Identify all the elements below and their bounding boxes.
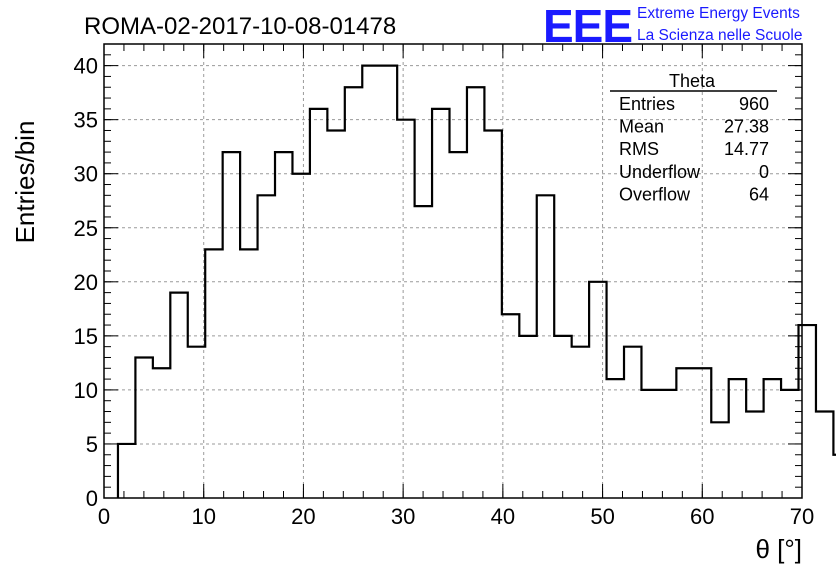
y-tick-label: 35	[74, 108, 98, 133]
stats-title: Theta	[669, 71, 716, 91]
y-tick-label: 40	[74, 54, 98, 79]
x-tick-label: 60	[690, 504, 714, 529]
x-tick-labels: 0 10 20 30 40 50 60 70	[98, 504, 814, 529]
y-tick-label: 15	[74, 324, 98, 349]
x-tick-label: 10	[191, 504, 215, 529]
y-tick-labels: 0 5 10 15 20 25 30 35 40	[74, 54, 98, 511]
y-tick-label: 5	[86, 432, 98, 457]
stats-label: RMS	[619, 139, 659, 159]
stats-value: 0	[759, 162, 769, 182]
grid-lines	[104, 44, 802, 498]
org-name: Extreme Energy Events	[637, 5, 800, 22]
stats-value: 14.77	[724, 139, 769, 159]
stats-label: Mean	[619, 117, 664, 137]
stats-rows: Entries 960 Mean 27.38 RMS 14.77 Underflow 0 Ove…	[619, 94, 769, 204]
plot-area: 0 10 20 30 40 50 60 70 0 5 10 15 20 25 30 35 40	[74, 43, 836, 529]
y-tick-label: 0	[86, 486, 98, 511]
y-tick-label: 30	[74, 162, 98, 187]
stats-value: 64	[749, 184, 769, 204]
stats-value: 960	[739, 94, 769, 114]
x-tick-label: 0	[98, 504, 110, 529]
x-tick-label: 30	[391, 504, 415, 529]
x-tick-label: 50	[590, 504, 614, 529]
stats-label: Entries	[619, 94, 675, 114]
histogram-series	[116, 64, 836, 498]
axis-ticks	[103, 43, 803, 499]
stats-label: Underflow	[619, 162, 701, 182]
x-tick-label: 40	[491, 504, 515, 529]
x-tick-label: 70	[790, 504, 814, 529]
y-axis-title: Entries/bin	[10, 121, 40, 244]
stats-value: 27.38	[724, 117, 769, 137]
y-tick-label: 20	[74, 270, 98, 295]
org-subtitle: La Scienza nelle Scuole	[637, 27, 802, 44]
stats-label: Overflow	[619, 184, 691, 204]
stats-box: Theta Entries 960 Mean 27.38 RMS 14.77 Underfl…	[610, 71, 777, 204]
run-title: ROMA-02-2017-10-08-01478	[84, 13, 396, 40]
eee-logo: EEE Extreme Energy Events La Scienza nel…	[543, 0, 802, 52]
y-tick-label: 25	[74, 216, 98, 241]
plot-frame	[103, 43, 803, 499]
x-tick-label: 20	[291, 504, 315, 529]
x-axis-title: θ [°]	[755, 534, 802, 564]
y-tick-label: 10	[74, 378, 98, 403]
